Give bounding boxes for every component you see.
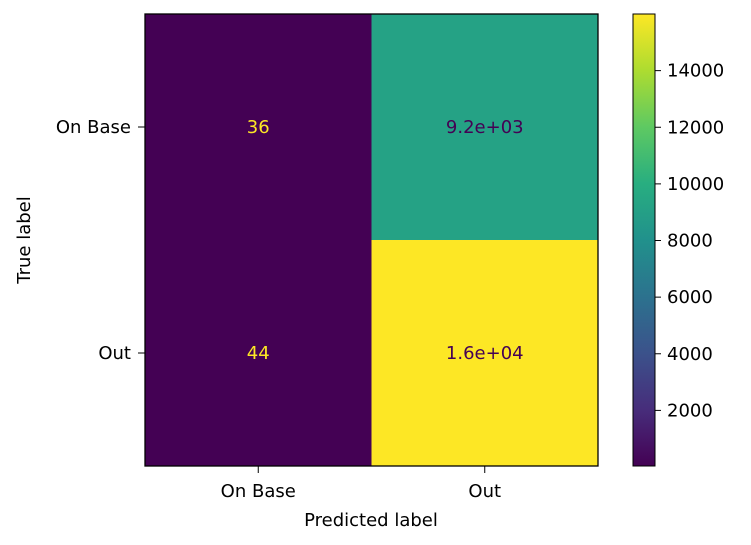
- y-axis-ticks: On Base Out: [56, 117, 145, 364]
- cell-value-label: 1.6e+04: [446, 343, 524, 364]
- y-axis-label: True label: [14, 196, 35, 285]
- cell-value-label: 9.2e+03: [446, 117, 524, 138]
- colorbar-tick-label: 14000: [667, 61, 724, 82]
- colorbar: [632, 13, 656, 467]
- heatmap-cells: [145, 14, 599, 467]
- heatmap-cell: [371, 240, 599, 467]
- plot-frame: [144, 13, 599, 467]
- y-tick-label: Out: [98, 343, 131, 364]
- colorbar-tick-label: 2000: [667, 400, 713, 421]
- x-axis-label: Predicted label: [304, 510, 438, 531]
- heatmap-cell: [145, 14, 372, 241]
- x-tick-label: Out: [468, 481, 501, 502]
- colorbar-ticks: 2000 4000 6000 8000 10000 12000 14000: [655, 61, 724, 421]
- x-tick-label: On Base: [221, 481, 296, 502]
- colorbar-tick-label: 6000: [667, 287, 713, 308]
- x-axis-ticks: On Base Out: [221, 466, 501, 502]
- heatmap-cell: [371, 14, 599, 241]
- cell-value-label: 36: [247, 117, 270, 138]
- colorbar-tick-label: 4000: [667, 344, 713, 365]
- cell-value-label: 44: [247, 343, 270, 364]
- y-tick-label: On Base: [56, 117, 131, 138]
- colorbar-tick-label: 10000: [667, 174, 724, 195]
- colorbar-tick-label: 12000: [667, 117, 724, 138]
- colorbar-tick-label: 8000: [667, 231, 713, 252]
- cell-value-labels: 36 9.2e+03 44 1.6e+04: [247, 117, 524, 364]
- heatmap-cell: [145, 240, 372, 467]
